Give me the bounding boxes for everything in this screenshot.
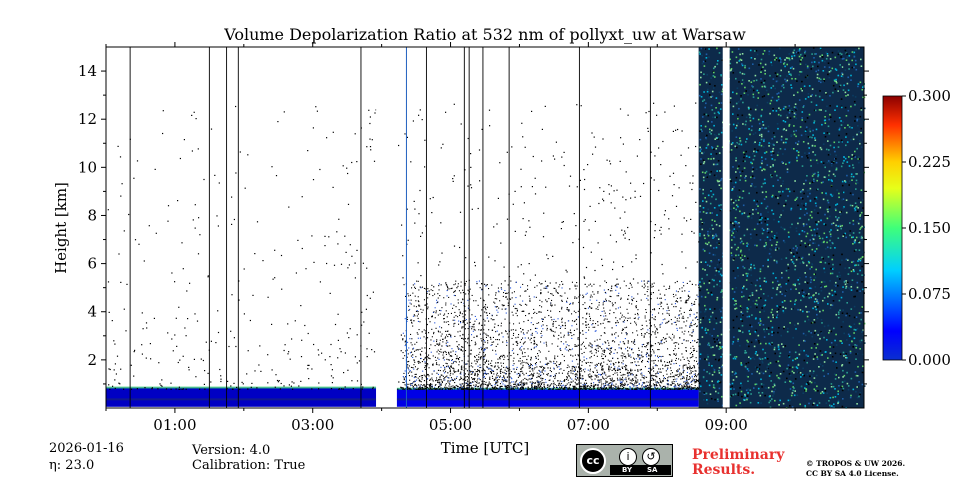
cc-logo-icon: cc — [580, 448, 606, 474]
scatter-noise — [107, 102, 700, 390]
aerosol-layer-top-edge — [396, 387, 699, 390]
copyright-line1: © TROPOS & UW 2026. — [806, 459, 906, 468]
aerosol-layer — [396, 388, 699, 407]
footer-eta: η: 23.0 — [49, 458, 95, 473]
attribution-icon: i — [619, 448, 637, 466]
heatmap-plot-area — [106, 47, 866, 409]
cc-license-badge: cc i ↺ BY SA — [576, 444, 673, 477]
y-tick-label: 8 — [87, 206, 97, 224]
colorbar-tick-label: 0.150 — [908, 219, 951, 237]
x-tick-label: 05:00 — [429, 416, 472, 434]
copyright-notice: © TROPOS & UW 2026. CC BY SA 4.0 License… — [806, 459, 905, 479]
data-gap — [376, 47, 397, 408]
cc-sa-label: SA — [647, 466, 658, 474]
y-tick-label: 6 — [87, 255, 97, 273]
aerosol-layer-top-edge — [106, 386, 377, 389]
colorbar-tick-label: 0.300 — [908, 87, 951, 105]
footer-version: Version: 4.0 — [192, 443, 271, 458]
aerosol-layer-band — [396, 398, 699, 401]
data-gap — [722, 47, 730, 408]
y-tick-label: 4 — [87, 303, 97, 321]
copyright-line2: CC BY SA 4.0 License. — [806, 469, 899, 478]
colorbar — [882, 95, 903, 361]
y-tick-label: 2 — [87, 351, 97, 369]
chart-title: Volume Depolarization Ratio at 532 nm of… — [224, 25, 746, 44]
aerosol-layer-band — [106, 398, 377, 401]
preliminary-line2: Results. — [692, 462, 756, 478]
y-tick-label: 14 — [78, 62, 97, 80]
aerosol-layer — [106, 387, 377, 407]
x-tick-label: 01:00 — [153, 416, 196, 434]
colorbar-tick-label: 0.075 — [908, 285, 951, 303]
share-alike-icon: ↺ — [642, 448, 660, 466]
footer-date: 2026-01-16 — [49, 441, 124, 456]
colorbar-tick-label: 0.000 — [908, 351, 951, 369]
y-axis-label: Height [km] — [52, 182, 70, 274]
cc-by-label: BY — [622, 466, 633, 474]
cc-label-strip: BY SA — [610, 465, 671, 475]
colorbar-ticks: 0.000 0.075 0.150 0.225 0.300 — [902, 87, 951, 369]
axes: 01:00 03:00 05:00 07:00 09:00 2 4 6 8 10 12 14 — [78, 42, 869, 434]
x-tick-label: 03:00 — [291, 416, 334, 434]
colorbar-tick-label: 0.225 — [908, 153, 951, 171]
y-tick-label: 12 — [78, 110, 97, 128]
x-axis-label: Time [UTC] — [441, 439, 530, 457]
plot-frame — [105, 46, 865, 409]
x-tick-label: 07:00 — [567, 416, 610, 434]
footer-calibration: Calibration: True — [192, 458, 306, 473]
y-tick-label: 10 — [78, 158, 97, 176]
x-tick-label: 09:00 — [705, 416, 748, 434]
preliminary-notice: Preliminary Results. — [692, 448, 784, 478]
preliminary-line1: Preliminary — [692, 447, 785, 463]
